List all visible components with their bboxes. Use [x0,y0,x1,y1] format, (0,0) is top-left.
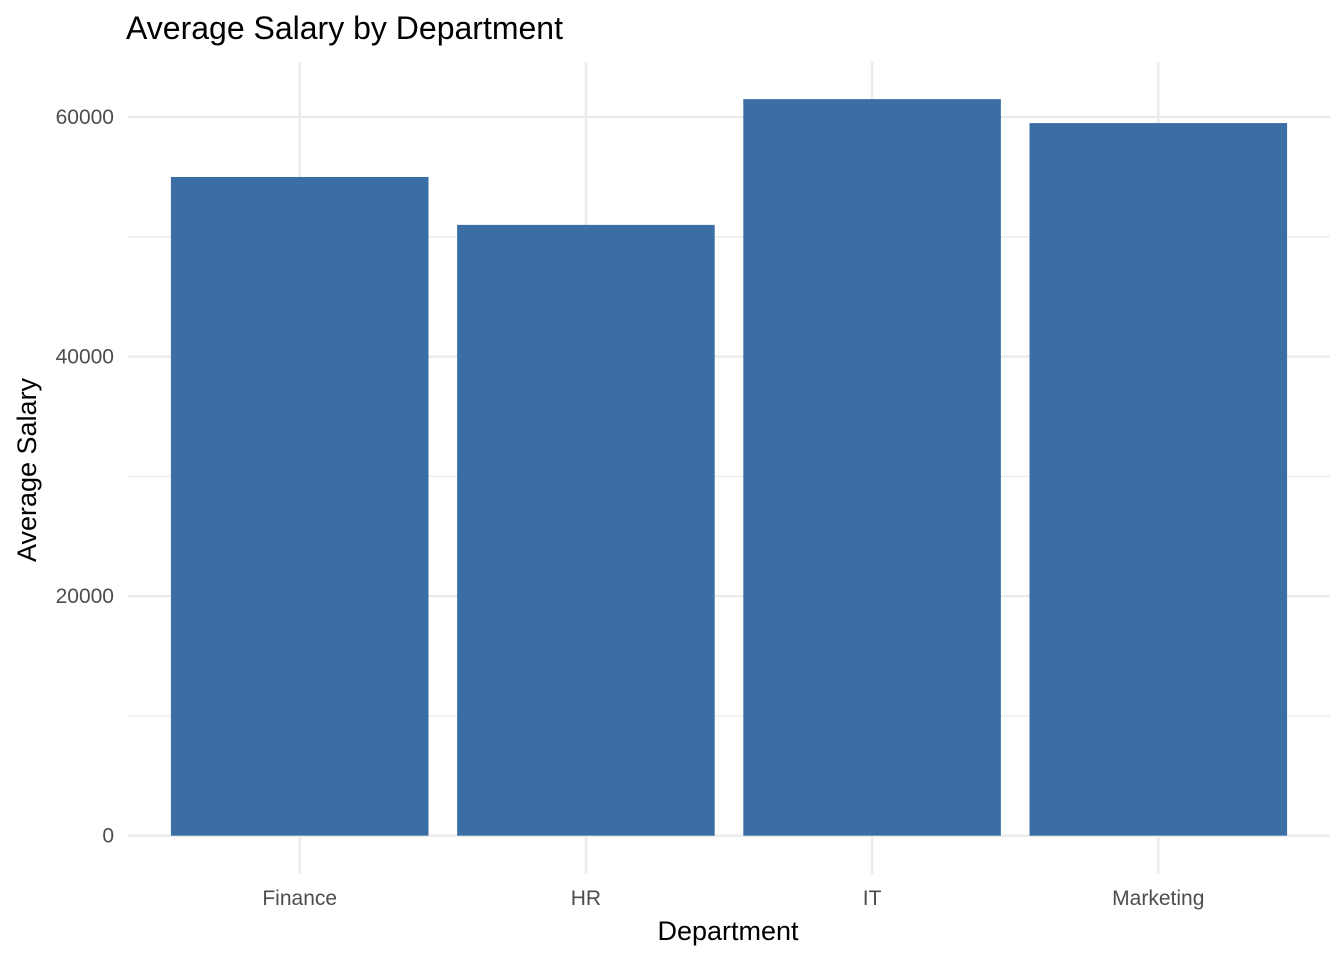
y-tick-label: 20000 [56,585,114,608]
chart-title: Average Salary by Department [126,10,563,46]
x-tick-label: HR [571,887,601,910]
bar-hr [457,224,715,836]
x-tick-label: Finance [262,887,337,910]
bar-finance [170,176,429,836]
bar-it [743,99,1001,836]
bar-marketing [1029,123,1288,836]
y-tick-label: 0 [102,825,114,848]
y-tick-label: 40000 [56,346,114,369]
y-tick-label: 60000 [56,106,114,129]
axis-labels: 0 20000 40000 60000 Finance HR IT Marketing [56,106,1205,910]
y-axis-title: Average Salary [12,377,42,562]
x-tick-label: Marketing [1112,887,1204,910]
bars [170,99,1288,836]
x-axis-title: Department [657,916,799,946]
x-tick-label: IT [863,887,882,910]
